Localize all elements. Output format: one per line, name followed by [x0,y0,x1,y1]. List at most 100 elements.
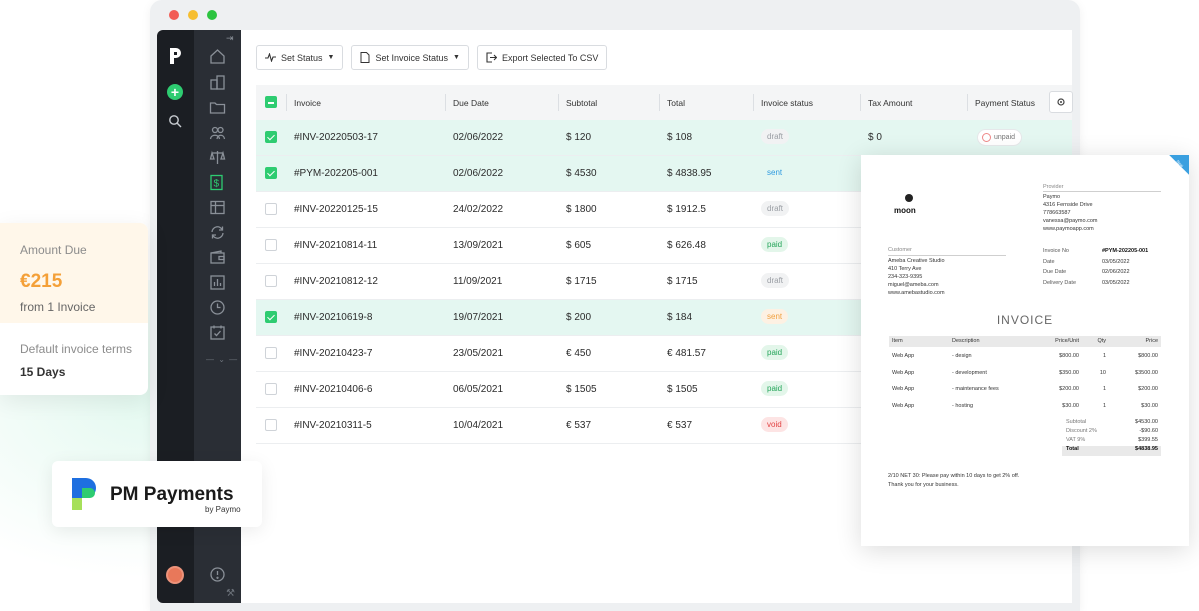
invoice-status-badge: sent [767,168,783,177]
totals-value: -$90.60 [1139,428,1158,434]
amount-due-subtitle: from 1 Invoice [20,300,96,314]
payment-status-label: unpaid [994,134,1016,141]
close-window-button[interactable] [169,10,179,20]
column-header-invoice-status[interactable]: Invoice status [761,98,813,108]
wallet-icon[interactable] [209,249,226,266]
row-checkbox[interactable] [265,383,277,395]
avatar[interactable] [166,566,184,584]
amount-due-panel [0,223,148,323]
items-column-header: Item [892,338,903,344]
folder-icon[interactable] [209,99,226,116]
table-header: Invoice Due Date Subtotal Total Invoice … [256,85,1072,120]
column-header-total[interactable]: Total [667,98,685,108]
set-status-button[interactable]: Set Status ▼ [256,45,344,70]
table-row[interactable]: #INV-20210423-7 23/05/2021 € 450 € 481.57 pa… [256,336,1072,372]
invoice-number[interactable]: #INV-20220503-17 [294,132,378,143]
due-date: 10/04/2021 [453,420,504,431]
column-header-subtotal[interactable]: Subtotal [566,98,598,108]
due-date: 02/06/2022 [453,132,504,143]
row-checkbox[interactable] [265,131,277,143]
more-chevron-icon[interactable]: — ⌄ — [206,355,239,364]
items-column-header: Description [952,338,980,344]
reports-icon[interactable] [209,274,226,291]
provider-line: Paymo [1043,194,1061,200]
caret-down-icon: ▼ [327,54,335,61]
pm-payments-byline: by Paymo [205,505,241,514]
column-header-due-date[interactable]: Due Date [453,98,489,108]
line-item-cell: $3500.00 [1135,369,1158,376]
invoice-status-badge: paid [761,237,789,252]
invoice-number[interactable]: #INV-20210814-11 [294,240,378,251]
table-row[interactable]: #INV-20210311-5 10/04/2021 € 537 € 537 void [256,408,1072,444]
search-icon[interactable] [168,114,182,128]
home-icon[interactable] [209,48,226,65]
row-checkbox[interactable] [265,347,277,359]
row-checkbox[interactable] [265,167,277,179]
add-button[interactable]: + [167,84,183,100]
line-item-cell: 10 [1099,369,1106,376]
total: $ 1912.5 [667,204,706,215]
customer-line: Ameba Creative Studio [888,258,945,264]
column-header-tax-amount[interactable]: Tax Amount [868,98,913,108]
select-all-checkbox[interactable] [265,96,277,108]
team-icon[interactable] [209,124,226,141]
terms-label: Default invoice terms [20,342,133,356]
wrench-icon[interactable]: ⚒ [226,588,235,599]
invoice-number[interactable]: #INV-20210423-7 [294,348,373,359]
clock-icon[interactable] [209,299,226,316]
due-date: 11/09/2021 [453,276,503,287]
subtotal: $ 4530 [566,168,597,179]
totals-label: Discount 2% [1066,428,1097,434]
scale-icon[interactable] [209,149,226,166]
table-row[interactable]: #INV-20210814-11 13/09/2021 $ 605 $ 626.48 p… [256,228,1072,264]
provider-line: www.paymoapp.com [1043,226,1094,232]
column-settings-button[interactable] [1049,91,1073,113]
invoice-number[interactable]: #INV-20210311-5 [294,420,372,431]
table-row[interactable]: #INV-20220503-17 02/06/2022 $ 120 $ 108 draf… [256,120,1072,156]
table-row[interactable]: #INV-20220125-15 24/02/2022 $ 1800 $ 1912.5… [256,192,1072,228]
row-checkbox[interactable] [265,419,277,431]
table-row[interactable]: #INV-20210812-12 11/09/2021 $ 1715 $ 1715 dr… [256,264,1072,300]
invoice-status-badge: draft [761,201,790,216]
column-header-invoice[interactable]: Invoice [294,98,321,108]
calendar-check-icon[interactable] [209,324,226,341]
invoice-number[interactable]: #INV-20210619-8 [294,312,373,323]
provider-line: 778663587 [1043,210,1071,216]
row-checkbox[interactable] [265,275,277,287]
set-invoice-status-button[interactable]: Set Invoice Status ▼ [351,45,469,70]
row-checkbox[interactable] [265,203,277,215]
line-item-cell: $30.00 [1141,402,1158,409]
maximize-window-button[interactable] [207,10,217,20]
customer-line: miguel@ameba.com [888,282,939,288]
customer-line: www.amebastudio.com [888,290,945,296]
invoice-meta-value: #PYM-202205-001 [1102,248,1149,254]
line-item-cell: $30.00 [1062,402,1079,409]
column-header-payment-status[interactable]: Payment Status [975,98,1036,108]
info-icon[interactable] [209,566,226,583]
line-item-cell: - design [952,353,972,359]
amount-due-label: Amount Due [20,243,87,257]
recurring-icon[interactable] [209,224,226,241]
export-csv-button[interactable]: Export Selected To CSV [476,45,608,70]
minimize-window-button[interactable] [188,10,198,20]
invoices-icon[interactable]: $ [209,174,226,191]
subtotal: $ 200 [566,312,592,323]
invoice-number[interactable]: #INV-20210406-6 [294,384,373,395]
table-icon[interactable] [209,199,226,216]
line-item-cell: Web App [892,369,915,376]
collapse-icon[interactable]: ⇥ [226,33,234,43]
invoice-number[interactable]: #PYM-202205-001 [294,168,378,179]
invoice-number[interactable]: #INV-20210812-12 [294,276,378,287]
row-checkbox[interactable] [265,311,277,323]
total: € 537 [667,420,693,431]
total: $ 626.48 [667,240,706,251]
row-checkbox[interactable] [265,239,277,251]
invoice-number[interactable]: #INV-20220125-15 [294,204,378,215]
subtotal: $ 1715 [566,276,597,287]
total: $ 1505 [667,384,698,395]
clients-icon[interactable] [209,74,226,91]
table-row[interactable]: #INV-20210406-6 06/05/2021 $ 1505 $ 1505 pai… [256,372,1072,408]
line-item-cell: 1 [1102,386,1106,392]
document-icon [360,52,370,63]
window-controls [169,10,217,20]
